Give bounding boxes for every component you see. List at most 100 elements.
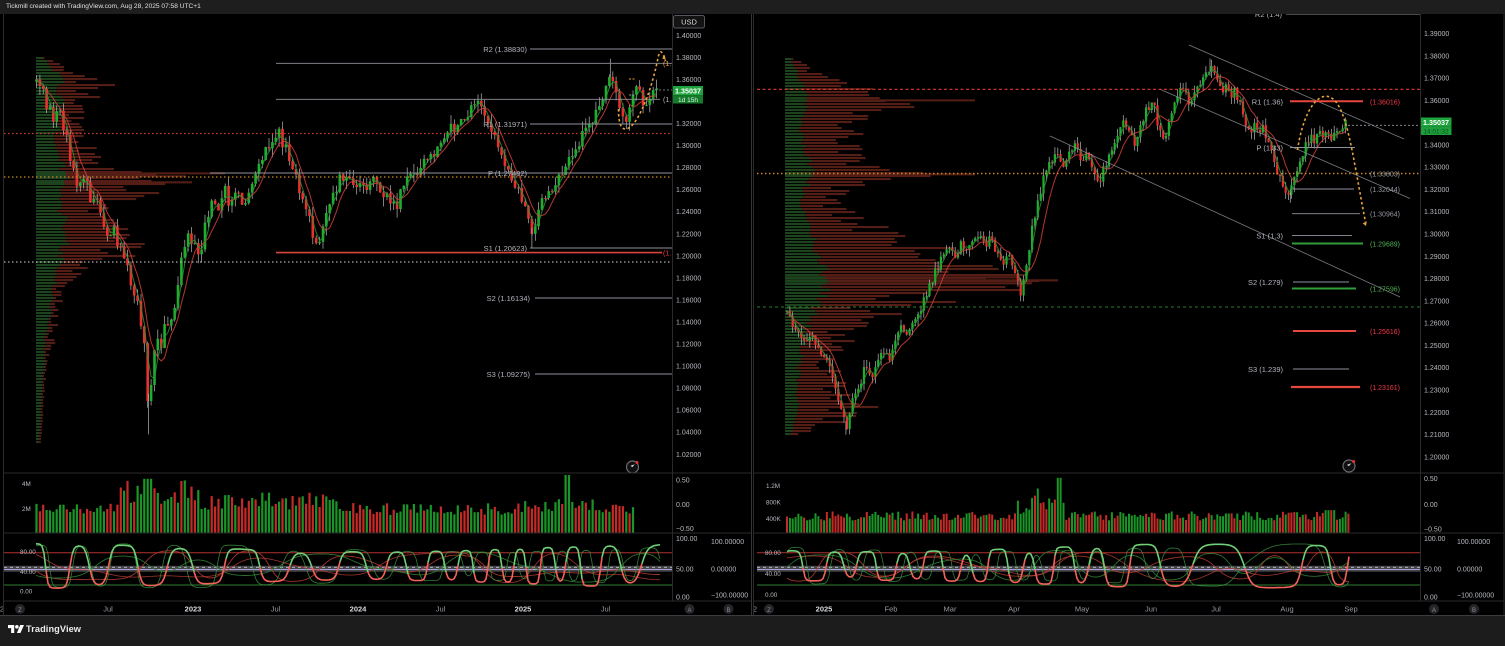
- svg-text:(1.27596): (1.27596): [1370, 287, 1400, 294]
- svg-text:S1 (1.3): S1 (1.3): [1256, 231, 1283, 240]
- svg-text:1.30000: 1.30000: [1424, 232, 1449, 239]
- svg-text:(1.33803): (1.33803): [1370, 172, 1400, 179]
- svg-text:1.27000: 1.27000: [1424, 298, 1449, 305]
- svg-text:1.38000: 1.38000: [1424, 53, 1449, 60]
- svg-text:1.36000: 1.36000: [1424, 98, 1449, 105]
- svg-text:2: 2: [0, 605, 4, 614]
- svg-text:(1.29689): (1.29689): [1370, 242, 1400, 249]
- svg-text:2024: 2024: [350, 605, 368, 614]
- svg-text:1.33000: 1.33000: [1424, 165, 1449, 172]
- svg-text:1.22000: 1.22000: [676, 231, 701, 238]
- svg-text:Jun: Jun: [1145, 605, 1157, 614]
- svg-text:400K: 400K: [766, 516, 782, 523]
- svg-text:40.00: 40.00: [765, 571, 781, 578]
- svg-text:80.00: 80.00: [20, 549, 36, 556]
- svg-text:1.26000: 1.26000: [676, 187, 701, 194]
- svg-text:1.32000: 1.32000: [676, 121, 701, 128]
- svg-text:1.25000: 1.25000: [1424, 343, 1449, 350]
- svg-text:1.35037: 1.35037: [675, 86, 701, 95]
- svg-text:Jul: Jul: [436, 605, 446, 614]
- svg-text:(1.36016): (1.36016): [1370, 100, 1400, 107]
- svg-text:2: 2: [753, 605, 757, 614]
- svg-text:USD: USD: [681, 18, 697, 27]
- svg-text:0.00000: 0.00000: [1457, 567, 1482, 574]
- svg-text:R1 (1.36): R1 (1.36): [1252, 98, 1284, 107]
- svg-text:Apr: Apr: [1008, 605, 1020, 614]
- svg-text:0.00000: 0.00000: [711, 567, 736, 574]
- svg-text:A: A: [1432, 608, 1436, 614]
- svg-text:1.02000: 1.02000: [676, 452, 701, 459]
- svg-text:1.39000: 1.39000: [1424, 31, 1449, 38]
- svg-text:1.2M: 1.2M: [766, 483, 780, 490]
- svg-text:(1.: (1.: [663, 251, 671, 258]
- svg-text:1.31000: 1.31000: [1424, 209, 1449, 216]
- svg-text:1.06000: 1.06000: [676, 408, 701, 415]
- svg-text:1.10000: 1.10000: [676, 364, 701, 371]
- svg-text:R1 (1.31971): R1 (1.31971): [483, 120, 527, 129]
- svg-text:1.04000: 1.04000: [676, 430, 701, 437]
- svg-text:(1.32044): (1.32044): [1370, 187, 1400, 194]
- svg-text:1.14000: 1.14000: [676, 320, 701, 327]
- svg-text:−0.50: −0.50: [1424, 527, 1442, 534]
- svg-text:May: May: [1075, 605, 1089, 614]
- svg-text:Mar: Mar: [944, 605, 957, 614]
- svg-text:0.50: 0.50: [1424, 476, 1438, 483]
- svg-text:1.20000: 1.20000: [676, 253, 701, 260]
- svg-text:1.20000: 1.20000: [1424, 454, 1449, 461]
- svg-text:100.00: 100.00: [1424, 536, 1446, 543]
- svg-text:S1 (1.20623): S1 (1.20623): [484, 244, 528, 253]
- svg-text:(1.: (1.: [663, 61, 671, 68]
- svg-text:1.08000: 1.08000: [676, 386, 701, 393]
- svg-text:80.00: 80.00: [765, 550, 781, 557]
- svg-text:1.23000: 1.23000: [1424, 388, 1449, 395]
- svg-text:1.34000: 1.34000: [1424, 142, 1449, 149]
- svg-text:1.21000: 1.21000: [1424, 432, 1449, 439]
- svg-text:1.28000: 1.28000: [676, 165, 701, 172]
- svg-text:1.22000: 1.22000: [1424, 410, 1449, 417]
- svg-text:50.00: 50.00: [1424, 567, 1442, 574]
- svg-text:1.37000: 1.37000: [1424, 76, 1449, 83]
- svg-text:1.40000: 1.40000: [676, 33, 701, 40]
- svg-text:2025: 2025: [816, 605, 833, 614]
- svg-text:1.16000: 1.16000: [676, 297, 701, 304]
- svg-text:1.24000: 1.24000: [676, 209, 701, 216]
- svg-text:2025: 2025: [515, 605, 532, 614]
- svg-text:1d 15h: 1d 15h: [678, 97, 698, 104]
- svg-text:1.30000: 1.30000: [676, 143, 701, 150]
- svg-text:1.36000: 1.36000: [676, 77, 701, 84]
- svg-text:Jul: Jul: [271, 605, 281, 614]
- svg-text:P (1.27482): P (1.27482): [488, 169, 528, 178]
- svg-text:R2 (1.38830): R2 (1.38830): [483, 45, 527, 54]
- svg-text:Feb: Feb: [885, 605, 898, 614]
- svg-text:100.00000: 100.00000: [711, 539, 744, 546]
- svg-text:0.00: 0.00: [765, 592, 778, 599]
- svg-text:1.24000: 1.24000: [1424, 365, 1449, 372]
- svg-text:Jul: Jul: [103, 605, 113, 614]
- svg-text:0.00: 0.00: [20, 589, 33, 596]
- svg-text:100.00: 100.00: [676, 536, 698, 543]
- svg-text:S3 (1.09275): S3 (1.09275): [487, 370, 531, 379]
- svg-text:B: B: [726, 608, 730, 614]
- svg-text:Aug: Aug: [1280, 605, 1293, 614]
- svg-text:800K: 800K: [766, 500, 782, 507]
- svg-text:Z: Z: [18, 608, 22, 614]
- svg-text:(1.25616): (1.25616): [1370, 329, 1400, 336]
- svg-text:S3 (1.239): S3 (1.239): [1248, 365, 1284, 374]
- svg-text:100.00000: 100.00000: [1457, 539, 1490, 546]
- svg-text:0.00: 0.00: [676, 502, 690, 509]
- svg-text:0.50: 0.50: [676, 478, 690, 485]
- svg-text:−0.50: −0.50: [676, 526, 694, 533]
- svg-text:1.35037: 1.35037: [1423, 118, 1449, 127]
- svg-text:S2 (1.279): S2 (1.279): [1248, 278, 1284, 287]
- svg-text:1.29000: 1.29000: [1424, 254, 1449, 261]
- svg-text:P (1.33): P (1.33): [1256, 144, 1283, 153]
- svg-text:1.28000: 1.28000: [1424, 276, 1449, 283]
- svg-text:40.00: 40.00: [20, 569, 36, 576]
- svg-text:2M: 2M: [22, 506, 31, 513]
- svg-text:1.32000: 1.32000: [1424, 187, 1449, 194]
- svg-text:(1.30964): (1.30964): [1370, 212, 1400, 219]
- svg-text:0.00: 0.00: [1424, 502, 1438, 509]
- svg-text:1.12000: 1.12000: [676, 342, 701, 349]
- svg-text:−100.00000: −100.00000: [1457, 593, 1494, 600]
- svg-text:1.26000: 1.26000: [1424, 321, 1449, 328]
